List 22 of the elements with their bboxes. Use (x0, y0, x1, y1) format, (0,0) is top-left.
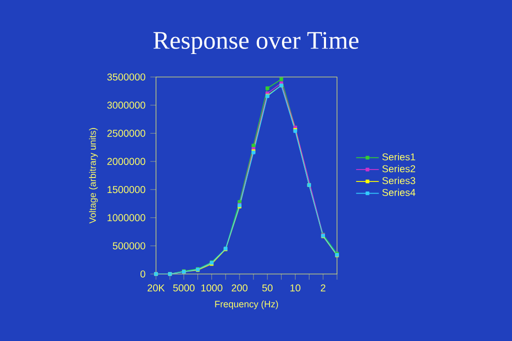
x-tick-label: 200 (232, 284, 248, 292)
x-tick-label: 5000 (173, 284, 195, 292)
x-tick-label: 20K (148, 284, 165, 292)
legend-label: Series2 (382, 164, 416, 172)
legend-label: Series3 (382, 176, 416, 184)
x-tick-label: 50 (262, 284, 273, 292)
x-axis-title: Frequency (Hz) (215, 300, 278, 310)
y-axis-title: Voltage (arbitrary units) (89, 128, 98, 224)
y-tick-label: 3500000 (107, 73, 146, 81)
legend-label: Series4 (382, 188, 416, 196)
x-tick-label: 2 (320, 284, 326, 292)
x-tick-label: 1000 (201, 284, 222, 292)
y-tick-label: 500000 (112, 242, 146, 250)
y-tick-label: 3000000 (107, 102, 146, 109)
y-tick-label: 2500000 (107, 130, 146, 137)
y-tick-label: 2000000 (107, 158, 146, 165)
chart-title: Response over Time (153, 32, 358, 54)
x-tick-label: 10 (290, 284, 300, 292)
y-tick-label: 1500000 (108, 186, 146, 194)
legend-label: Series1 (382, 153, 416, 160)
y-tick-label: 1000000 (108, 214, 146, 222)
y-tick-label: 0 (140, 270, 146, 278)
